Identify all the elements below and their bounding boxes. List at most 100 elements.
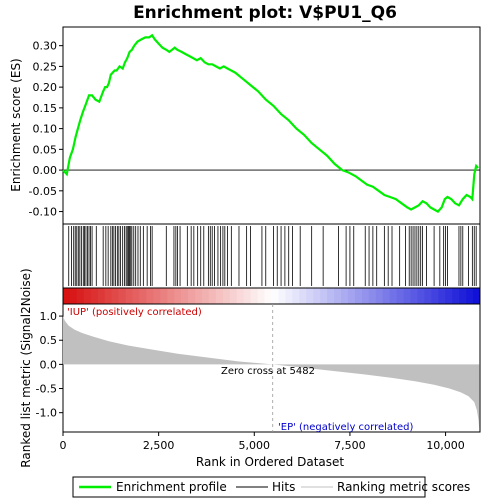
es-y-tick-label: -0.05 (29, 185, 57, 198)
band-segment (118, 288, 127, 304)
band-segment (278, 288, 286, 304)
band-segment (83, 288, 92, 304)
band-segment (410, 288, 418, 304)
es-panel-frame (62, 26, 481, 225)
band-segment (208, 288, 217, 304)
legend-hits-label: Hits (272, 480, 295, 494)
x-tick-label: 10,000 (426, 439, 465, 452)
band-segment (90, 288, 99, 304)
es-y-axis-label: Enrichment score (ES) (9, 58, 23, 191)
metric-y-axis: -1.0 -0.5 0.0 0.5 1.0 (36, 310, 63, 420)
band-segment (417, 288, 425, 304)
es-y-tick-label: 0.25 (33, 60, 58, 73)
band-segment (396, 288, 405, 304)
ranking-metric-area (63, 316, 480, 429)
metric-y-tick-label: 0.5 (40, 334, 58, 347)
band-segment (368, 288, 377, 304)
es-y-tick-label: 0.30 (33, 40, 58, 53)
es-y-axis: -0.10 -0.05 0.00 0.05 0.10 0.15 0.20 0.25 0.30 (29, 40, 63, 219)
metric-y-tick-label: 1.0 (40, 310, 58, 323)
x-tick-label: 7,500 (334, 439, 366, 452)
band-segment (146, 288, 154, 304)
hits-panel-frame (62, 223, 481, 289)
positive-correlation-label: 'IUP' (positively correlated) (67, 307, 202, 318)
band-segment (139, 288, 147, 304)
x-tick-label: 2,500 (143, 439, 175, 452)
band-segment (459, 288, 467, 304)
band-segment (76, 288, 85, 304)
band-segment (445, 288, 453, 304)
es-y-tick-label: 0.10 (33, 123, 58, 136)
es-y-tick-label: 0.20 (33, 81, 58, 94)
band-segment (299, 288, 307, 304)
rank-color-band (63, 288, 481, 304)
band-segment (63, 288, 71, 304)
band-segment (250, 288, 259, 304)
band-segment (334, 288, 342, 304)
band-segment (160, 288, 168, 304)
band-segment (354, 288, 363, 304)
band-segment (375, 288, 384, 304)
metric-y-tick-label: -1.0 (36, 407, 57, 420)
band-segment (285, 288, 293, 304)
metric-y-tick-label: 0.0 (40, 358, 58, 371)
band-segment (271, 288, 279, 304)
band-segment (403, 288, 411, 304)
band-segment (382, 288, 391, 304)
hits-marks (68, 226, 477, 286)
band-segment (313, 288, 321, 304)
es-y-tick-label: 0.05 (33, 143, 58, 156)
band-segment (341, 288, 349, 304)
band-segment (424, 288, 432, 304)
band-segment (104, 288, 113, 304)
band-segment (97, 288, 106, 304)
band-segment (264, 288, 272, 304)
band-segment (202, 288, 210, 304)
band-segment (452, 288, 460, 304)
metric-y-tick-label: -0.5 (36, 383, 57, 396)
band-segment (215, 288, 224, 304)
band-segment (306, 288, 314, 304)
x-axis-label: Rank in Ordered Dataset (196, 455, 344, 469)
es-y-tick-label: -0.10 (29, 206, 57, 219)
band-segment (257, 288, 266, 304)
chart-title: Enrichment plot: V$PU1_Q6 (133, 3, 397, 23)
band-segment (361, 288, 370, 304)
band-segment (466, 288, 474, 304)
zero-cross-label: Zero cross at 5482 (221, 366, 315, 377)
metric-y-axis-label: Ranked list metric (Signal2Noise) (19, 268, 33, 467)
band-segment (292, 288, 300, 304)
x-tick-label: 5,000 (239, 439, 271, 452)
band-segment (243, 288, 252, 304)
enrichment-profile-line (62, 33, 479, 213)
band-segment (320, 288, 328, 304)
band-segment (236, 288, 245, 304)
band-segment (229, 288, 238, 304)
legend-ranking-label: Ranking metric scores (337, 480, 470, 494)
band-segment (473, 288, 481, 304)
band-segment (389, 288, 398, 304)
band-segment (222, 288, 231, 304)
band-segment (431, 288, 439, 304)
x-tick-label: 0 (60, 439, 67, 452)
x-axis: 0 2,500 5,000 7,500 10,000 (60, 432, 465, 452)
es-y-tick-label: 0.15 (33, 102, 58, 115)
es-y-tick-label: 0.00 (33, 164, 58, 177)
legend-enrichment-label: Enrichment profile (116, 480, 227, 494)
band-segment (195, 288, 203, 304)
band-segment (167, 288, 175, 304)
band-segment (174, 288, 182, 304)
negative-correlation-label: 'EP' (negatively correlated) (278, 422, 413, 433)
band-segment (111, 288, 120, 304)
band-segment (188, 288, 196, 304)
band-segment (153, 288, 161, 304)
band-segment (132, 288, 140, 304)
band-segment (327, 288, 335, 304)
band-segment (438, 288, 446, 304)
band-segment (125, 288, 133, 304)
band-segment (181, 288, 189, 304)
band-segment (69, 288, 78, 304)
band-segment (347, 288, 356, 304)
